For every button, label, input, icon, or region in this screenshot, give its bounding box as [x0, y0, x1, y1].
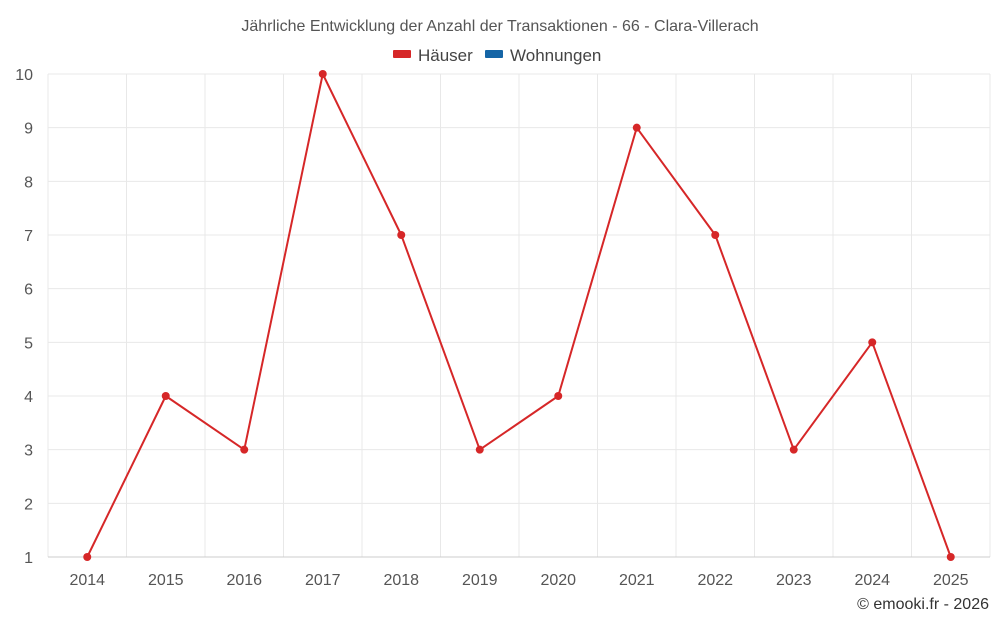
- x-tick-label: 2015: [148, 572, 184, 589]
- chart-title: Jährliche Entwicklung der Anzahl der Tra…: [241, 18, 758, 35]
- x-tick-label: 2016: [226, 572, 262, 589]
- data-point[interactable]: [711, 231, 720, 239]
- x-tick-label: 2018: [383, 572, 419, 589]
- x-tick-label: 2014: [69, 572, 105, 589]
- y-tick-label: 2: [24, 496, 33, 513]
- data-point[interactable]: [789, 445, 798, 454]
- y-tick-label: 5: [24, 335, 33, 352]
- data-point[interactable]: [83, 553, 92, 561]
- legend-item-haeuser[interactable]: Häuser: [393, 46, 473, 65]
- legend-swatch-haeuser: [393, 50, 411, 58]
- legend-label-wohnungen: Wohnungen: [510, 46, 601, 65]
- x-tick-label: 2025: [933, 572, 969, 589]
- data-point[interactable]: [397, 231, 406, 239]
- x-tick-label: 2022: [697, 572, 733, 589]
- legend: Häuser Wohnungen: [393, 46, 601, 65]
- x-axis-ticks: 2014 2015 2016 2017 2018 2019 2020 2021 2022 2023…: [69, 572, 968, 589]
- y-tick-label: 10: [15, 67, 33, 84]
- y-tick-label: 3: [24, 443, 33, 460]
- series-layer: [83, 70, 955, 561]
- data-point[interactable]: [318, 70, 327, 78]
- x-tick-label: 2017: [305, 572, 341, 589]
- legend-item-wohnungen[interactable]: Wohnungen: [485, 46, 601, 65]
- data-point[interactable]: [868, 338, 877, 347]
- x-tick-label: 2020: [540, 572, 576, 589]
- y-axis-ticks: 1 2 3 4 5 6 7 8 9 10: [15, 67, 33, 567]
- data-point[interactable]: [632, 123, 641, 132]
- data-point[interactable]: [240, 445, 249, 454]
- data-point[interactable]: [946, 553, 955, 561]
- y-tick-label: 6: [24, 282, 33, 299]
- legend-label-haeuser: Häuser: [418, 46, 473, 65]
- series-line-0: [86, 73, 952, 558]
- y-tick-label: 8: [24, 174, 33, 191]
- data-point[interactable]: [161, 392, 170, 400]
- x-tick-label: 2021: [619, 572, 655, 589]
- legend-swatch-wohnungen: [485, 50, 503, 58]
- x-tick-label: 2019: [462, 572, 498, 589]
- y-tick-label: 9: [24, 121, 33, 138]
- y-tick-label: 1: [24, 550, 33, 567]
- grid: [47, 73, 991, 557]
- x-tick-label: 2024: [854, 572, 890, 589]
- data-point[interactable]: [554, 392, 563, 400]
- data-point[interactable]: [475, 445, 484, 454]
- y-tick-label: 7: [24, 228, 33, 245]
- x-tick-label: 2023: [776, 572, 812, 589]
- y-tick-label: 4: [24, 389, 33, 406]
- credit-text: © emooki.fr - 2026: [857, 596, 989, 613]
